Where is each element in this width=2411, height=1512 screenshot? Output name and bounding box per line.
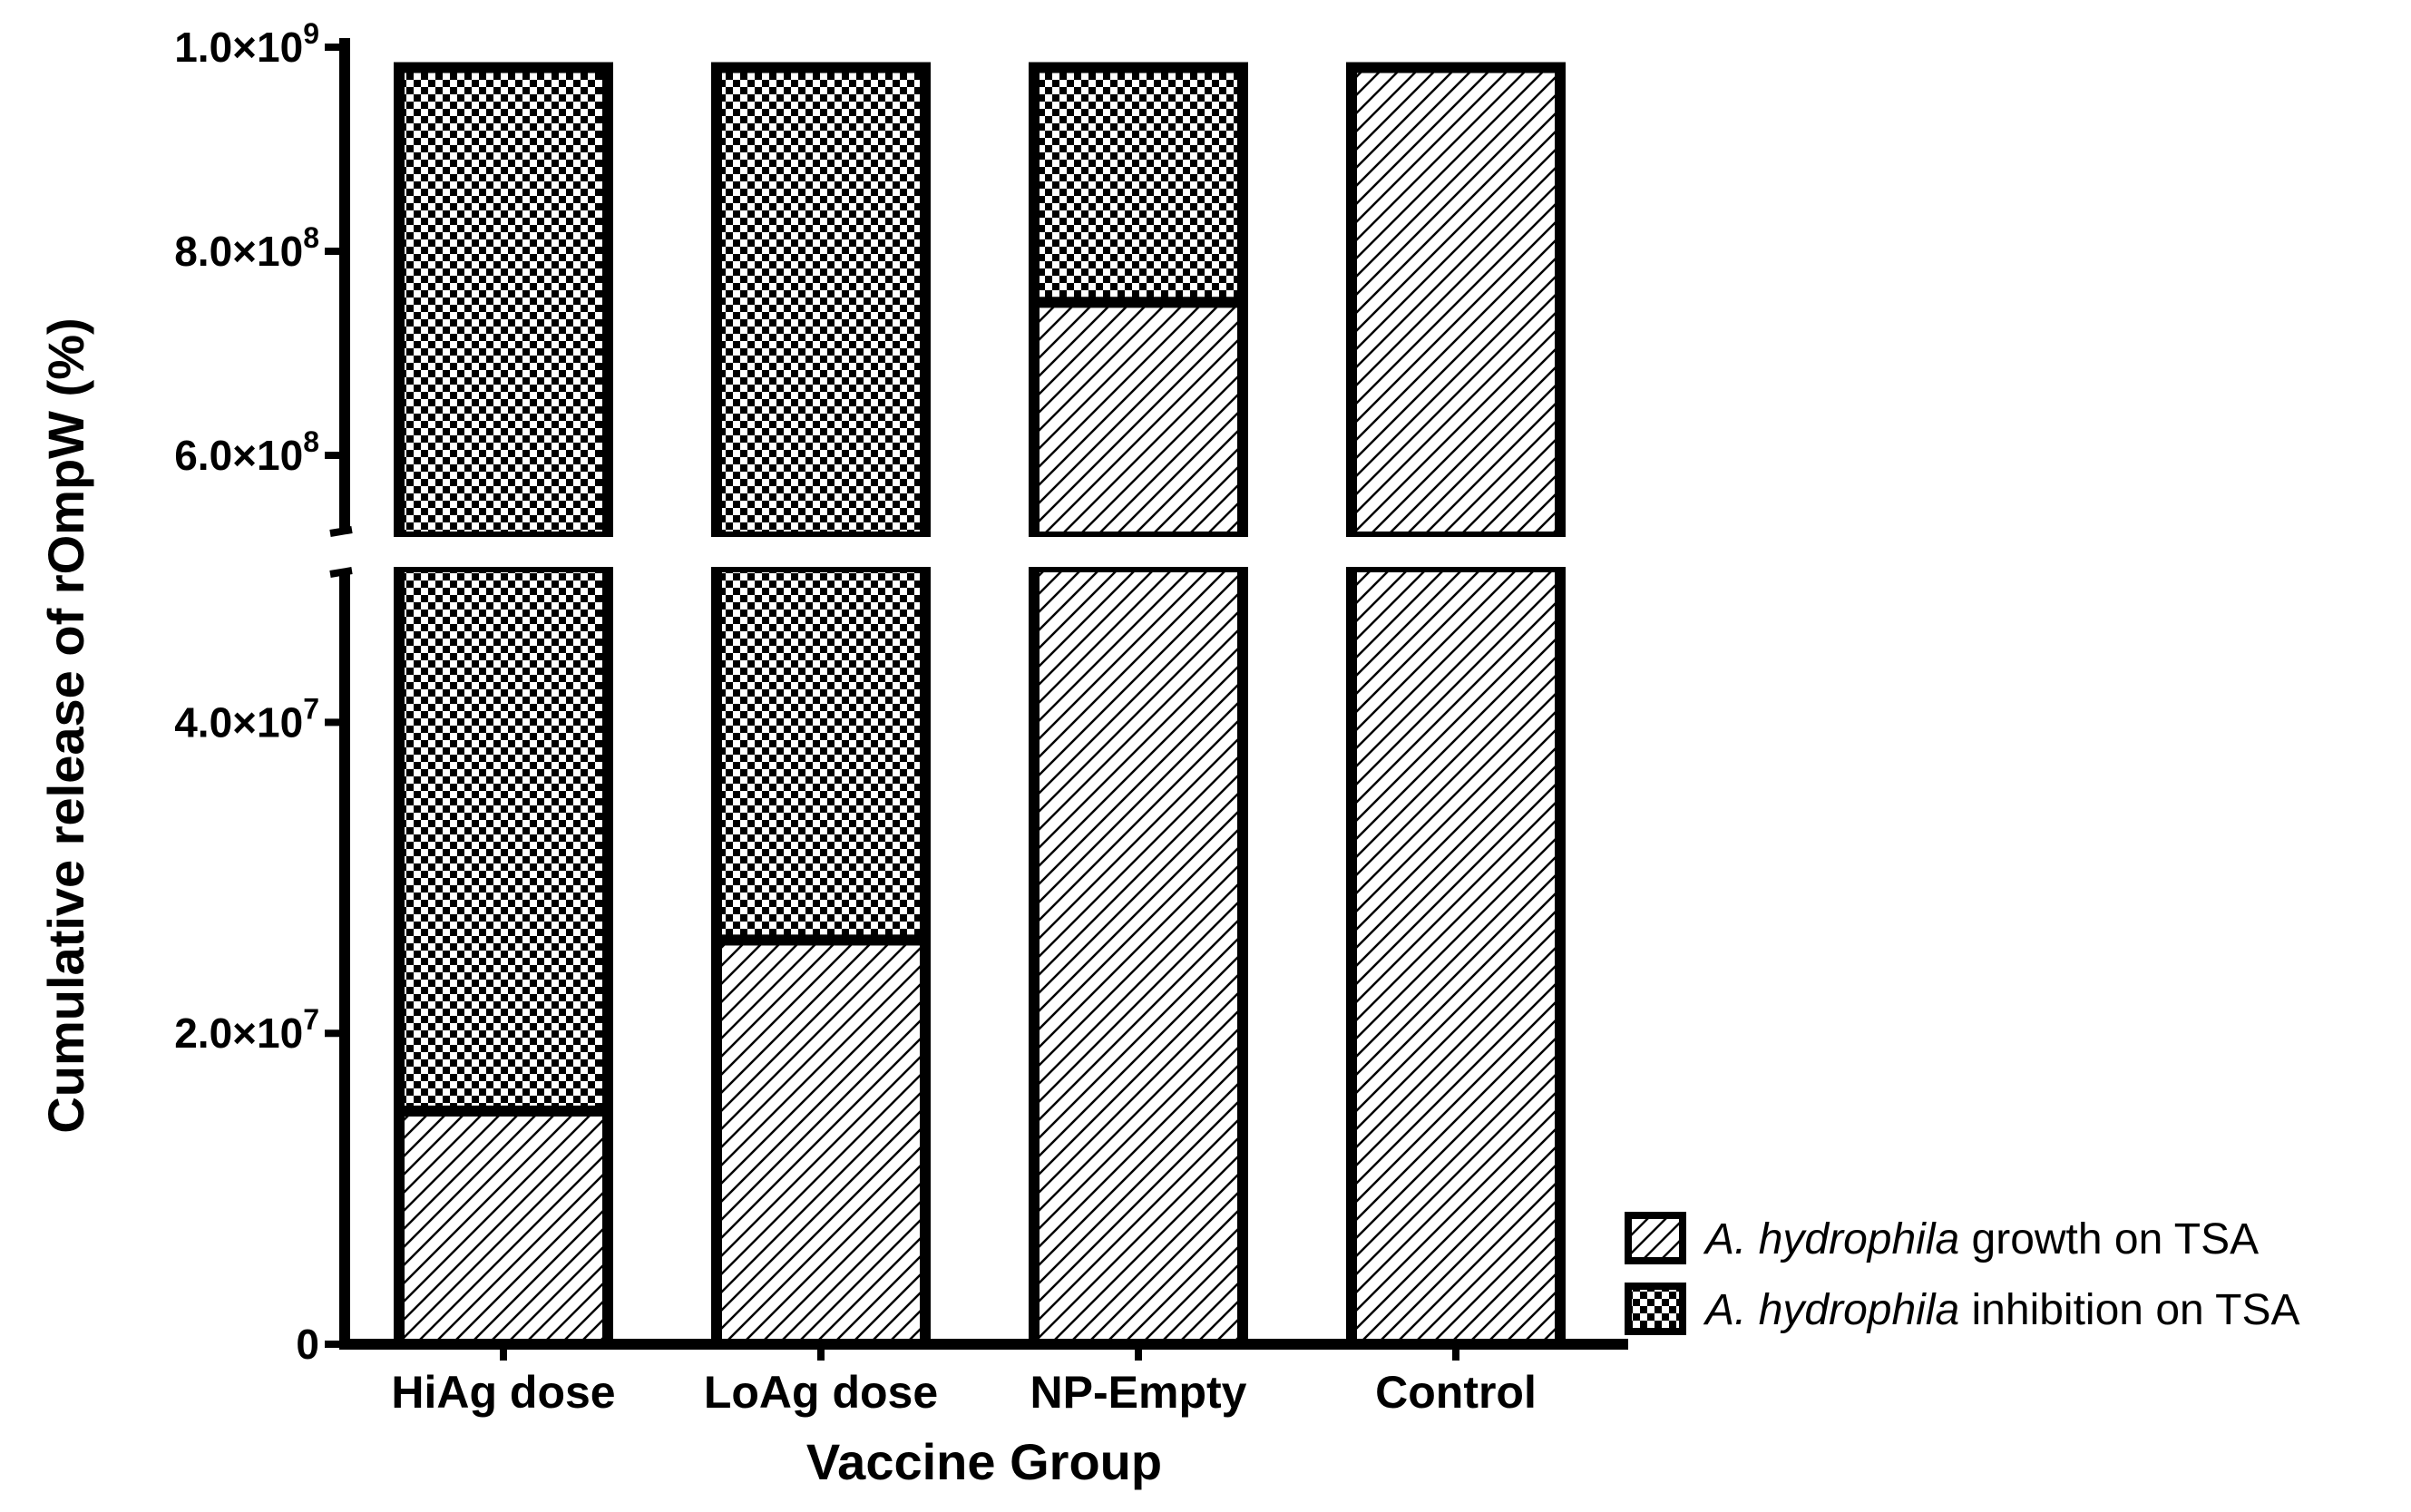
y-tick-label-upper-0: 6.0×108 <box>174 425 319 479</box>
axis-break-gap <box>327 537 1596 567</box>
y-axis-title: Cumulative release of rOmpW (%) <box>37 317 94 1133</box>
y-axis: 0 2.0×107 4.0×107 6.0×108 8.0×108 1.0×109 <box>174 17 353 1368</box>
bar-group-control <box>1346 62 1566 1350</box>
bar-group-np-empty <box>1029 62 1248 1350</box>
bar-hiag-dose-series-0-lower <box>394 1105 613 1351</box>
legend: A. hydrophila growth on TSA A. hydrophila… <box>1625 1212 2300 1335</box>
y-tick-label-lower-2: 4.0×107 <box>174 692 319 746</box>
x-axis-title: Vaccine Group <box>806 1433 1162 1490</box>
legend-swatch-1 <box>1625 1283 1686 1335</box>
x-tick-label-1: LoAg dose <box>704 1367 938 1418</box>
bar-hiag-dose-series-1-lower <box>394 561 613 1117</box>
y-tick-label-upper-1: 8.0×108 <box>174 221 319 275</box>
bar-group-hiag-dose <box>394 62 613 1351</box>
legend-swatch-0 <box>1625 1212 1686 1264</box>
bar-loag-dose-series-1-upper <box>711 62 931 542</box>
bar-np-empty-series-0-upper <box>1029 297 1248 542</box>
bars-layer <box>327 62 1596 1351</box>
bar-loag-dose-series-1-lower <box>711 561 931 946</box>
bar-group-loag-dose <box>711 62 931 1350</box>
bar-hiag-dose-series-1-upper <box>394 62 613 542</box>
x-axis: HiAg dose LoAg dose NP-Empty Control <box>339 1339 1628 1418</box>
legend-label-0: A. hydrophila growth on TSA <box>1703 1215 2259 1263</box>
y-axis-break-mark-top <box>329 526 353 537</box>
bar-np-empty-series-1-upper <box>1029 62 1248 308</box>
bar-np-empty-series-0-lower <box>1029 561 1248 1350</box>
bar-loag-dose-series-0-lower <box>711 934 931 1350</box>
x-tick-label-0: HiAg dose <box>391 1367 615 1418</box>
y-tick-label-lower-1: 2.0×107 <box>174 1003 319 1057</box>
y-tick-label-lower-0: 0 <box>296 1321 319 1368</box>
y-axis-break-mark-bottom <box>329 567 353 578</box>
legend-label-1: A. hydrophila inhibition on TSA <box>1703 1286 2300 1334</box>
x-tick-label-2: NP-Empty <box>1030 1367 1247 1418</box>
x-tick-label-3: Control <box>1375 1367 1537 1418</box>
bar-control-series-0-upper <box>1346 62 1566 542</box>
bar-control-series-0-lower <box>1346 561 1566 1350</box>
y-tick-label-upper-2: 1.0×109 <box>174 17 319 71</box>
